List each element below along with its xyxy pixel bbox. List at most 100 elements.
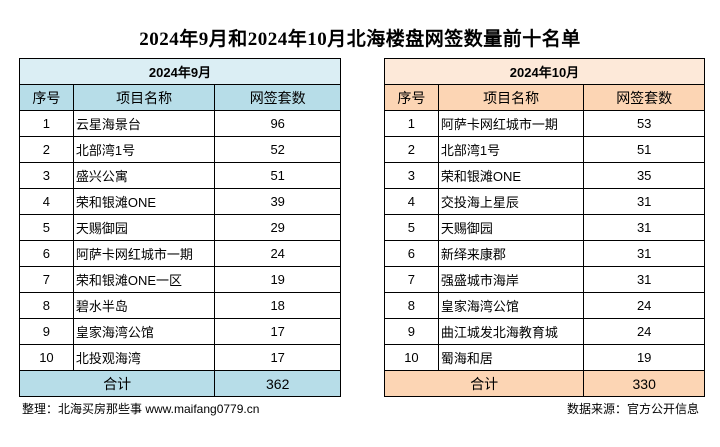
total-label: 合计 <box>383 370 585 397</box>
table-row: 3 盛兴公寓 51 <box>19 162 341 189</box>
count-cell: 24 <box>583 292 705 319</box>
total-value: 330 <box>583 370 705 397</box>
rank-cell: 1 <box>384 110 439 137</box>
project-name-cell: 皇家海湾公馆 <box>72 318 216 345</box>
credit-note: 整理：北海买房那些事 www.maifang0779.cn <box>22 402 260 416</box>
table-row: 2 北部湾1号 51 <box>384 136 705 163</box>
count-cell: 31 <box>583 240 705 267</box>
project-name-cell: 曲江城发北海教育城 <box>437 318 585 345</box>
project-name-cell: 天赐御园 <box>72 214 216 241</box>
count-cell: 19 <box>214 266 341 293</box>
project-name-cell: 皇家海湾公馆 <box>437 292 585 319</box>
table-row: 7 强盛城市海岸 31 <box>384 266 705 293</box>
project-name-cell: 北部湾1号 <box>437 136 585 163</box>
rank-cell: 8 <box>19 292 74 319</box>
project-name-cell: 云星海景台 <box>72 110 216 137</box>
rank-cell: 5 <box>384 214 439 241</box>
month-header-row: 2024年9月 <box>19 58 341 85</box>
rank-cell: 3 <box>19 162 74 189</box>
count-cell: 53 <box>583 110 705 137</box>
column-header-count: 网签套数 <box>583 84 705 111</box>
count-cell: 31 <box>583 266 705 293</box>
rank-cell: 2 <box>384 136 439 163</box>
september-table: 2024年9月 序号 项目名称 网签套数 1 云星海景台 96 2 北部湾1号 52 3 盛兴公寓 51… <box>18 58 341 397</box>
count-cell: 31 <box>583 214 705 241</box>
table-row: 6 阿萨卡网红城市一期 24 <box>19 240 341 267</box>
rank-cell: 3 <box>384 162 439 189</box>
table-row: 2 北部湾1号 52 <box>19 136 341 163</box>
rank-cell: 10 <box>384 344 439 371</box>
table-row: 1 阿萨卡网红城市一期 53 <box>384 110 705 137</box>
project-name-cell: 新绎来康郡 <box>437 240 585 267</box>
table-row: 10 蜀海和居 19 <box>384 344 705 371</box>
table-row: 4 荣和银滩ONE 39 <box>19 188 341 215</box>
count-cell: 51 <box>214 162 341 189</box>
rank-cell: 2 <box>19 136 74 163</box>
total-row: 合计 330 <box>383 370 705 397</box>
count-cell: 35 <box>583 162 705 189</box>
project-name-cell: 蜀海和居 <box>437 344 585 371</box>
rank-cell: 5 <box>19 214 74 241</box>
project-name-cell: 碧水半岛 <box>72 292 216 319</box>
project-name-cell: 阿萨卡网红城市一期 <box>437 110 585 137</box>
column-header-row: 序号 项目名称 网签套数 <box>19 84 341 111</box>
table-row: 1 云星海景台 96 <box>19 110 341 137</box>
count-cell: 52 <box>214 136 341 163</box>
table-row: 9 皇家海湾公馆 17 <box>19 318 341 345</box>
rank-cell: 9 <box>19 318 74 345</box>
count-cell: 17 <box>214 344 341 371</box>
rank-cell: 6 <box>19 240 74 267</box>
project-name-cell: 荣和银滩ONE <box>72 188 216 215</box>
table-row: 5 天赐御园 29 <box>19 214 341 241</box>
table-row: 8 皇家海湾公馆 24 <box>384 292 705 319</box>
count-cell: 39 <box>214 188 341 215</box>
count-cell: 24 <box>583 318 705 345</box>
project-name-cell: 盛兴公寓 <box>72 162 216 189</box>
month-header: 2024年9月 <box>19 58 341 85</box>
month-header: 2024年10月 <box>384 58 705 85</box>
rank-cell: 4 <box>384 188 439 215</box>
month-header-row: 2024年10月 <box>384 58 705 85</box>
rank-cell: 4 <box>19 188 74 215</box>
count-cell: 18 <box>214 292 341 319</box>
table-row: 6 新绎来康郡 31 <box>384 240 705 267</box>
october-table: 2024年10月 序号 项目名称 网签套数 1 阿萨卡网红城市一期 53 2 北部湾1号 51 3 荣… <box>383 58 705 397</box>
project-name-cell: 交投海上星辰 <box>437 188 585 215</box>
table-row: 8 碧水半岛 18 <box>19 292 341 319</box>
total-value: 362 <box>214 370 341 397</box>
table-row: 9 曲江城发北海教育城 24 <box>384 318 705 345</box>
rank-cell: 7 <box>19 266 74 293</box>
table-row: 7 荣和银滩ONE一区 19 <box>19 266 341 293</box>
rank-cell: 10 <box>19 344 74 371</box>
rank-cell: 1 <box>19 110 74 137</box>
count-cell: 96 <box>214 110 341 137</box>
column-header-name: 项目名称 <box>437 84 585 111</box>
source-note: 数据来源：官方公开信息 <box>566 402 699 416</box>
count-cell: 24 <box>214 240 341 267</box>
project-name-cell: 荣和银滩ONE <box>437 162 585 189</box>
column-header-rank: 序号 <box>384 84 439 111</box>
project-name-cell: 强盛城市海岸 <box>437 266 585 293</box>
total-row: 合计 362 <box>18 370 341 397</box>
table-row: 10 北投观海湾 17 <box>19 344 341 371</box>
table-row: 5 天赐御园 31 <box>384 214 705 241</box>
count-cell: 51 <box>583 136 705 163</box>
project-name-cell: 阿萨卡网红城市一期 <box>72 240 216 267</box>
project-name-cell: 荣和银滩ONE一区 <box>72 266 216 293</box>
count-cell: 17 <box>214 318 341 345</box>
rank-cell: 8 <box>384 292 439 319</box>
rank-cell: 6 <box>384 240 439 267</box>
table-row: 4 交投海上星辰 31 <box>384 188 705 215</box>
count-cell: 31 <box>583 188 705 215</box>
column-header-row: 序号 项目名称 网签套数 <box>384 84 705 111</box>
column-header-rank: 序号 <box>19 84 74 111</box>
table-row: 3 荣和银滩ONE 35 <box>384 162 705 189</box>
column-header-name: 项目名称 <box>72 84 216 111</box>
rank-cell: 9 <box>384 318 439 345</box>
project-name-cell: 北部湾1号 <box>72 136 216 163</box>
total-label: 合计 <box>18 370 216 397</box>
count-cell: 29 <box>214 214 341 241</box>
column-header-count: 网签套数 <box>214 84 341 111</box>
project-name-cell: 天赐御园 <box>437 214 585 241</box>
project-name-cell: 北投观海湾 <box>72 344 216 371</box>
